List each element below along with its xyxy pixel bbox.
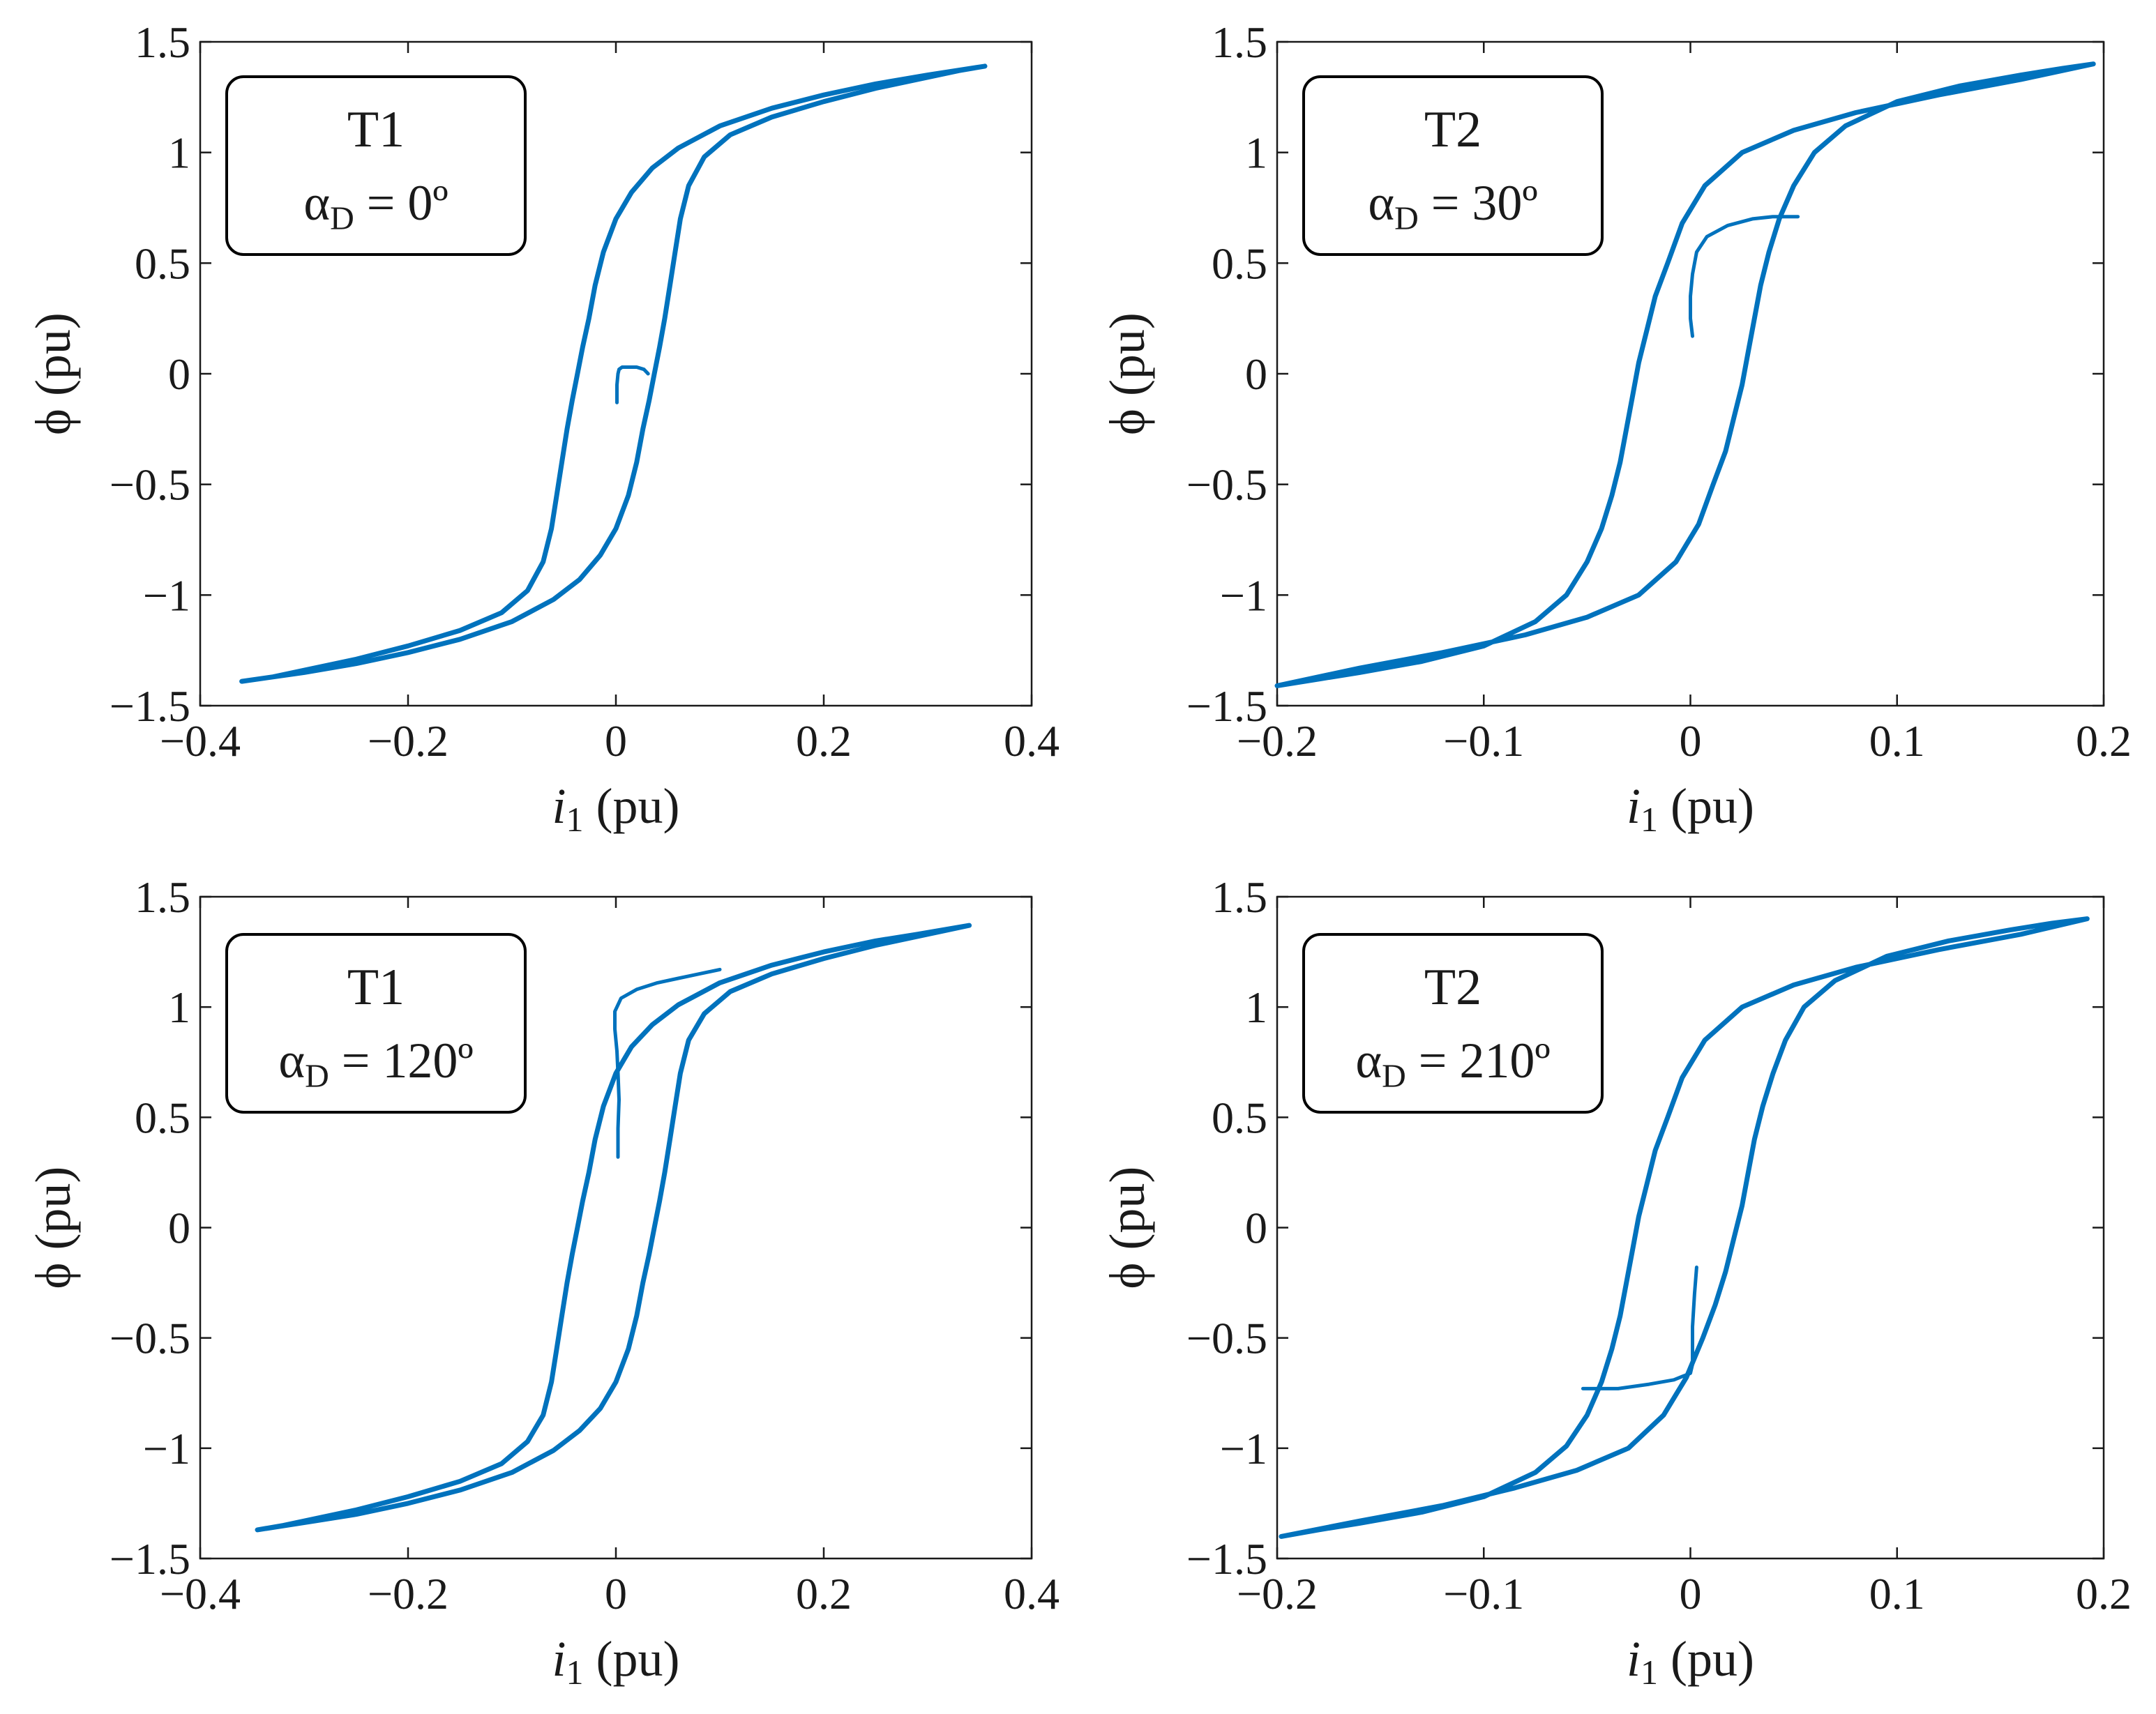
annotation-title: T2: [1424, 101, 1482, 158]
y-tick-label: 1.5: [135, 17, 190, 67]
x-tick-label: −0.2: [368, 1569, 448, 1618]
series-initial-transient: [615, 365, 650, 404]
series-hysteresis-loop: [255, 923, 972, 1533]
annotation-box: [1302, 933, 1604, 1114]
annotation-title: T2: [1424, 959, 1482, 1016]
series-initial-transient: [1581, 1265, 1698, 1390]
y-tick-label: −1.5: [110, 681, 190, 731]
y-tick-label: −1.5: [1186, 1534, 1267, 1584]
series-hysteresis-loop: [239, 63, 988, 684]
y-tick-label: −0.5: [110, 460, 190, 510]
series-hysteresis-loop: [1279, 916, 2090, 1539]
y-tick-label: 0.5: [135, 1093, 190, 1142]
annotation-param: αD = 120º: [278, 1033, 473, 1095]
x-tick-label: −0.4: [160, 1569, 241, 1618]
annotation-title: T1: [347, 101, 405, 158]
x-tick-label: 0.2: [2076, 716, 2132, 766]
x-axis-title: i1 (pu): [552, 778, 680, 839]
x-tick-label: −0.2: [1237, 1569, 1318, 1618]
x-axis-title: i1 (pu): [1627, 1631, 1754, 1692]
annotation-param: αD = 30º: [1368, 175, 1537, 237]
y-tick-label: 0.5: [1212, 238, 1267, 288]
y-tick-label: 0: [1245, 1204, 1267, 1253]
y-axis-title: ϕ (pu): [25, 1167, 81, 1289]
x-tick-label: 0.2: [796, 1569, 852, 1618]
y-tick-label: 0: [168, 1204, 190, 1253]
annotation-param: αD = 0º: [303, 175, 448, 237]
y-tick-label: −1: [1220, 570, 1267, 620]
y-tick-label: 1.5: [1212, 17, 1267, 67]
y-tick-label: 1: [168, 128, 190, 178]
x-tick-label: 0: [605, 1569, 627, 1618]
chart-panel-bottom-left: −0.4 −0.2 0 0.2 0.4 1.5 1 0.5 0 −0.5 −1 −1.5 i1 (pu)…: [25, 872, 1060, 1692]
y-tick-label: −1.5: [1186, 681, 1267, 731]
y-tick-label: −0.5: [110, 1314, 190, 1363]
series-initial-transient: [1689, 215, 1800, 338]
annotation-title: T1: [347, 959, 405, 1016]
x-tick-label: 0.1: [1869, 1569, 1925, 1618]
x-tick-label: 0.4: [1004, 1569, 1060, 1618]
y-axis-title: ϕ (pu): [1099, 312, 1155, 435]
x-tick-label: −0.1: [1443, 716, 1524, 766]
x-tick-label: 0.2: [796, 716, 852, 766]
y-tick-label: 0.5: [135, 238, 190, 288]
x-tick-label: 0: [1680, 1569, 1702, 1618]
y-tick-label: 1.5: [1212, 872, 1267, 922]
chart-panel-bottom-right: −0.2 −0.1 0 0.1 0.2 1.5 1 0.5 0 −0.5 −1 −1.5 i1 (pu)…: [1099, 872, 2132, 1692]
series-hysteresis-loop: [1274, 61, 2096, 688]
chart-panel-top-left: −0.4 −0.2 0 0.2 0.4 1.5 1 0.5 0 −0.5 −1 −1.5 i1 (pu)…: [25, 17, 1060, 839]
x-tick-label: −0.2: [1237, 716, 1318, 766]
y-tick-label: 1: [1245, 983, 1267, 1032]
y-tick-label: −1: [1220, 1424, 1267, 1473]
x-tick-label: −0.4: [160, 716, 241, 766]
x-axis-title: i1 (pu): [552, 1631, 680, 1692]
x-tick-label: 0: [605, 716, 627, 766]
y-tick-label: 0: [1245, 349, 1267, 399]
y-tick-label: −0.5: [1186, 460, 1267, 510]
y-tick-label: 1: [168, 983, 190, 1032]
y-tick-label: 1.5: [135, 872, 190, 922]
y-tick-label: 1: [1245, 128, 1267, 178]
x-axis-title: i1 (pu): [1627, 778, 1754, 839]
y-tick-label: 0.5: [1212, 1093, 1267, 1142]
annotation-box: [225, 933, 527, 1114]
annotation-box: [225, 75, 527, 256]
annotation-box: [1302, 75, 1604, 256]
series-initial-transient: [613, 967, 722, 1159]
y-tick-label: 0: [168, 349, 190, 399]
y-tick-label: −1.5: [110, 1534, 190, 1584]
y-tick-label: −0.5: [1186, 1314, 1267, 1363]
y-tick-label: −1: [143, 1424, 190, 1473]
y-tick-label: −1: [143, 570, 190, 620]
x-tick-label: −0.2: [368, 716, 448, 766]
chart-panel-top-right: −0.2 −0.1 0 0.1 0.2 1.5 1 0.5 0 −0.5 −1 −1.5 i1 (pu)…: [1099, 17, 2132, 839]
annotation-param: αD = 210º: [1355, 1033, 1550, 1095]
x-tick-label: 0.1: [1869, 716, 1925, 766]
x-tick-label: 0: [1680, 716, 1702, 766]
y-axis-title: ϕ (pu): [25, 312, 81, 435]
y-axis-title: ϕ (pu): [1099, 1167, 1155, 1289]
x-tick-label: −0.1: [1443, 1569, 1524, 1618]
x-tick-label: 0.2: [2076, 1569, 2132, 1618]
x-tick-label: 0.4: [1004, 716, 1060, 766]
